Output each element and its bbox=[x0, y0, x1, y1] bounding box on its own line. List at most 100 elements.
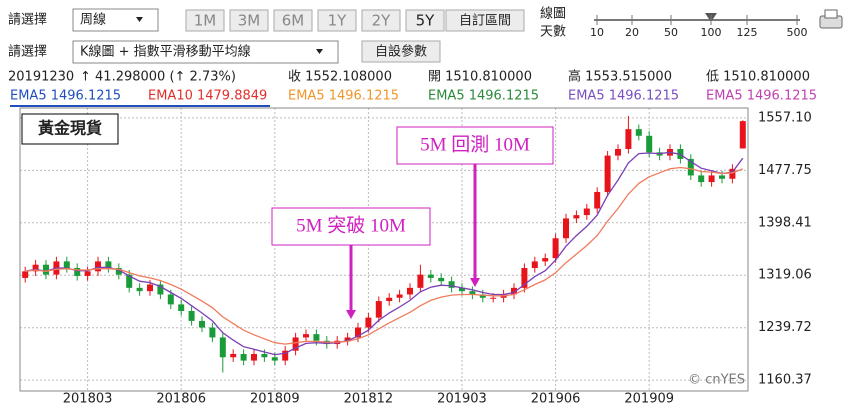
slider-tick-label: 500 bbox=[787, 26, 808, 39]
candle-body bbox=[167, 294, 174, 305]
slider-tick-label: 20 bbox=[625, 26, 639, 39]
candle-body bbox=[157, 284, 164, 295]
period-value: 周線 bbox=[80, 12, 106, 28]
plot-frame bbox=[19, 107, 749, 392]
candle-body bbox=[178, 304, 185, 311]
candle-body bbox=[531, 261, 538, 269]
annotation-box bbox=[271, 207, 431, 246]
custom-range-button[interactable] bbox=[445, 9, 525, 32]
dropdown-arrow bbox=[136, 17, 143, 22]
candle-body bbox=[490, 297, 497, 299]
quote-change: ↑ 41.298000 (↑ 2.73%) bbox=[80, 70, 236, 85]
x-tick-label: 201903 bbox=[437, 392, 487, 407]
candle-body bbox=[22, 271, 29, 278]
candle-body bbox=[43, 264, 49, 275]
range-button[interactable] bbox=[273, 9, 313, 32]
annotation: 5M 突破 10M bbox=[296, 214, 406, 236]
x-tick-label: 201909 bbox=[624, 392, 674, 407]
candle-body bbox=[615, 148, 621, 156]
slider-tick-label: 100 bbox=[701, 26, 722, 39]
candle-body bbox=[95, 261, 101, 272]
candle-body bbox=[74, 268, 81, 276]
candle-body bbox=[563, 218, 569, 239]
title-box bbox=[21, 113, 119, 145]
range-button[interactable] bbox=[185, 9, 225, 32]
candle-body bbox=[511, 287, 517, 295]
candle-body bbox=[115, 268, 122, 275]
range-label: 6M bbox=[282, 12, 305, 30]
indicator-value: K線圖 + 指數平滑移動平均線 bbox=[80, 44, 251, 60]
candle-body bbox=[126, 274, 133, 288]
candle-body bbox=[63, 261, 70, 269]
candle-body bbox=[708, 175, 715, 183]
candle-body bbox=[635, 129, 642, 136]
custom-range-label: 自訂區間 bbox=[459, 13, 511, 29]
candle-body bbox=[251, 353, 257, 361]
candle-body bbox=[344, 337, 351, 341]
candle-body bbox=[739, 121, 746, 149]
dropdown-arrow bbox=[316, 49, 323, 54]
range-button[interactable] bbox=[361, 9, 401, 32]
select-label: 請選擇 bbox=[8, 12, 47, 28]
x-tick-label: 201806 bbox=[156, 392, 206, 407]
candle-body bbox=[583, 208, 590, 216]
candle-body bbox=[230, 353, 237, 358]
range-button[interactable] bbox=[317, 9, 357, 32]
candle-body bbox=[313, 334, 320, 341]
candle-body bbox=[84, 271, 91, 276]
range-button[interactable] bbox=[229, 9, 269, 32]
legend-entry: EMA5 1496.1215 bbox=[288, 89, 399, 104]
annotation-box bbox=[396, 126, 554, 165]
candle-body bbox=[729, 168, 736, 179]
x-tick-label: 201906 bbox=[531, 392, 581, 407]
candle-body bbox=[594, 191, 601, 209]
settings-button[interactable] bbox=[361, 40, 441, 63]
y-tick-label: 1557.10 bbox=[758, 110, 812, 125]
candle-body bbox=[521, 268, 528, 288]
range-label: 2Y bbox=[372, 12, 392, 30]
legend-entry: EMA5 1496.1215 bbox=[568, 89, 679, 104]
x-tick-label: 201809 bbox=[250, 392, 300, 407]
range-button[interactable] bbox=[405, 9, 445, 32]
arrow-head bbox=[470, 278, 480, 287]
days-label: 天數 bbox=[540, 25, 566, 40]
days-label: 線圖 bbox=[540, 6, 566, 22]
y-tick-label: 1160.37 bbox=[758, 373, 812, 388]
candle-body bbox=[427, 274, 434, 278]
quote-low: 低 1510.810000 bbox=[706, 70, 810, 85]
legend-entry: EMA5 1496.1215 bbox=[706, 89, 817, 104]
quote-open: 開 1510.810000 bbox=[428, 70, 532, 85]
legend-entry: EMA5 1496.1215 bbox=[10, 89, 121, 104]
settings-label: 自設參數 bbox=[375, 44, 427, 60]
candle-body bbox=[199, 320, 205, 328]
candle-body bbox=[240, 353, 247, 361]
candle-body bbox=[136, 287, 143, 292]
slider-tick-label: 50 bbox=[664, 26, 678, 39]
y-tick-label: 1239.72 bbox=[758, 320, 812, 335]
quote-date: 20191230 bbox=[8, 70, 74, 85]
indicator-select[interactable] bbox=[72, 40, 339, 64]
candle-body bbox=[375, 301, 382, 318]
y-tick-label: 1319.06 bbox=[758, 268, 812, 283]
ema-line bbox=[25, 151, 744, 356]
chart-title: 黃金現貨 bbox=[37, 119, 102, 138]
range-label: 5Y bbox=[416, 12, 436, 30]
candle-body bbox=[209, 327, 216, 338]
candle-body bbox=[646, 135, 653, 153]
ema-line bbox=[25, 166, 744, 345]
x-tick-label: 201812 bbox=[344, 392, 394, 407]
period-select[interactable] bbox=[72, 8, 159, 32]
candle-body bbox=[625, 129, 632, 149]
candle-body bbox=[698, 175, 705, 183]
candle-body bbox=[188, 310, 195, 321]
candle-body bbox=[365, 317, 372, 328]
candle-body bbox=[147, 284, 153, 292]
candle-body bbox=[32, 264, 39, 272]
candle-body bbox=[448, 281, 455, 288]
range-label: 3M bbox=[238, 12, 261, 30]
quote-close: 收 1552.108000 bbox=[288, 70, 392, 85]
candle-body bbox=[719, 175, 725, 179]
range-label: 1Y bbox=[328, 12, 348, 30]
slider-tick-label: 125 bbox=[737, 26, 758, 39]
print-icon[interactable] bbox=[819, 9, 843, 29]
